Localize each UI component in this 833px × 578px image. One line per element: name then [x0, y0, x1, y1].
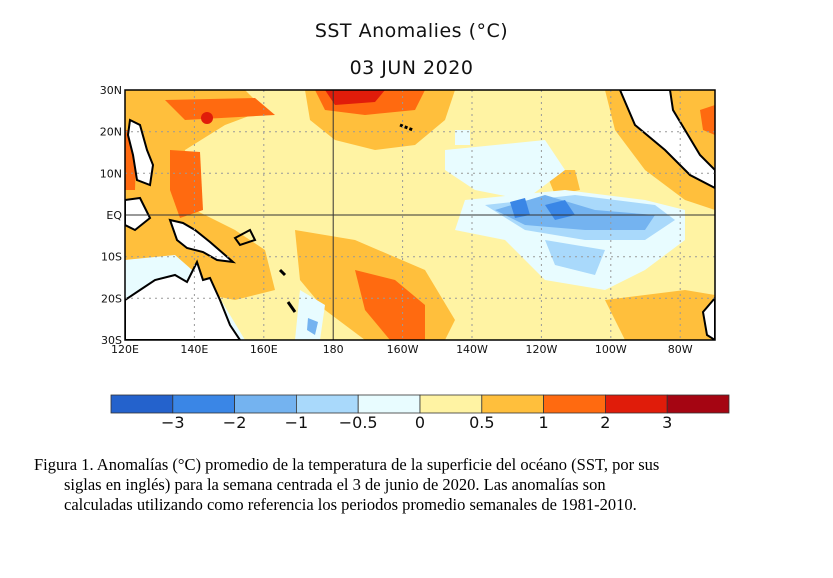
lat-tick-label: EQ	[106, 209, 122, 222]
colorbar-label: 3	[662, 413, 673, 432]
map-frame	[124, 89, 716, 341]
lon-tick-label: 160E	[250, 343, 278, 356]
caption-line: siglas en inglés) para la semana centrad…	[64, 475, 606, 494]
colorbar-label: 2	[600, 413, 611, 432]
colorbar	[110, 394, 730, 414]
colorbar-label: −2	[222, 413, 247, 432]
colorbar-swatch	[234, 394, 297, 414]
sst-anomaly-map: 30N 20N 10N EQ 10S 20S 30S 120E 140E 160E 180 160W…	[100, 84, 730, 414]
lon-tick-label: 140E	[180, 343, 208, 356]
lat-tick-label: 10N	[100, 167, 122, 180]
map-date: 03 JUN 2020	[349, 57, 474, 79]
colorbar-swatch	[419, 394, 483, 414]
lon-tick-label: 140W	[456, 343, 488, 356]
colorbar-label: −1	[284, 413, 309, 432]
colorbar-swatch	[481, 394, 544, 414]
lon-tick-label: 160W	[387, 343, 419, 356]
grid-lines	[125, 90, 715, 340]
colorbar-label: −3	[161, 413, 185, 432]
colorbar-swatch	[357, 394, 421, 414]
colorbar-label: 0	[414, 413, 426, 432]
lat-tick-label: 20N	[100, 126, 122, 139]
colorbar-label: −0.5	[338, 413, 378, 432]
lon-tick-label: 120W	[525, 343, 557, 356]
lon-tick-label: 80W	[668, 343, 693, 356]
colorbar-swatch	[172, 394, 236, 414]
lat-tick-label: 10S	[101, 251, 122, 264]
lat-tick-label: 20S	[101, 292, 122, 305]
lon-tick-label: 100W	[595, 343, 627, 356]
colorbar-label: 0.5	[469, 413, 495, 432]
caption-line: Figura 1. Anomalías (°C) promedio de la …	[34, 455, 660, 474]
caption-line: calculadas utilizando como referencia lo…	[64, 495, 637, 514]
colorbar-swatch	[295, 394, 359, 414]
colorbar-label: 1	[538, 413, 549, 432]
lon-tick-label: 180	[323, 343, 344, 356]
lat-tick-label: 30S	[101, 334, 122, 347]
colorbar-swatch	[666, 394, 730, 414]
colorbar-swatch	[605, 394, 668, 414]
colorbar-swatch	[543, 394, 606, 414]
colorbar-swatch	[110, 394, 174, 414]
lon-tick-label: 120E	[111, 343, 139, 356]
figure-caption: Figura 1. Anomalías (°C) promedio de la …	[34, 455, 814, 515]
map-title: SST Anomalies (°C)	[314, 20, 509, 42]
lat-tick-label: 30N	[100, 84, 122, 97]
